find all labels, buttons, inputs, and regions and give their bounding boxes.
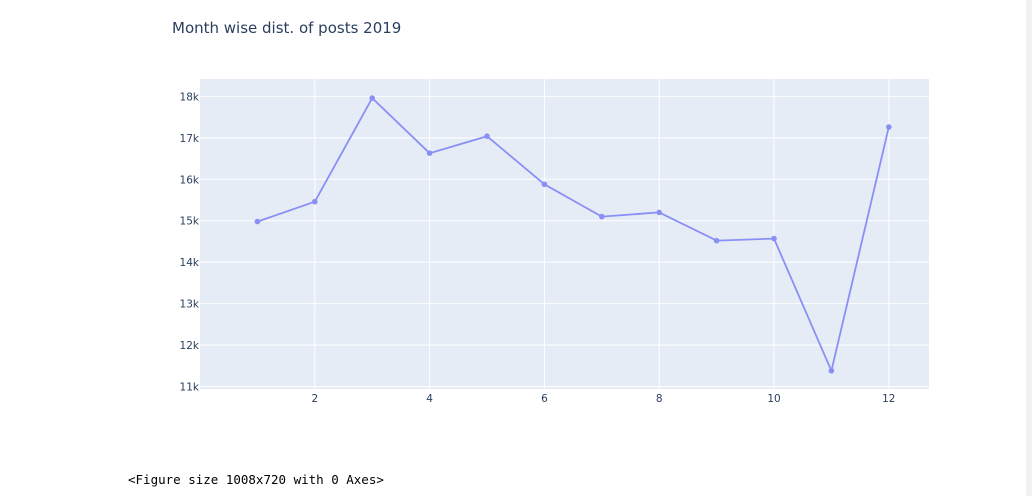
y-tick-label: 11k [180,382,200,394]
x-tick-label: 2 [311,393,318,405]
chart-title: Month wise dist. of posts 2019 [172,19,402,37]
y-tick-label: 17k [180,133,200,145]
x-tick-label: 12 [882,393,895,405]
y-tick-label: 12k [180,340,200,352]
y-tick-label: 14k [180,257,200,269]
x-tick-label: 4 [426,393,433,405]
scrollbar[interactable] [1026,0,1032,496]
data-point [599,213,605,220]
line-chart: 2 4 6 8 10 12 11k 12k 13k 14k 15k 16k 17k 18k [180,79,929,405]
data-point [713,237,720,244]
series-line [257,97,890,372]
x-tick-label: 6 [541,393,548,405]
x-tick-label: 8 [656,393,663,405]
data-point [828,367,835,374]
y-tick-label: 13k [180,299,200,311]
data-point [771,235,777,242]
x-tick-label: 10 [767,393,780,405]
data-point [369,95,376,101]
data-point [484,133,490,139]
y-tick-label: 16k [180,174,200,186]
data-point [656,209,663,216]
data-point [254,218,261,225]
data-point [886,124,892,130]
plot-area [200,79,929,389]
data-point [312,198,318,205]
y-tick-label: 15k [180,216,200,228]
figure-output-text: <Figure size 1008x720 with 0 Axes> [128,472,384,487]
data-point [541,181,548,188]
data-point [426,150,433,156]
y-tick-label: 18k [180,91,200,103]
